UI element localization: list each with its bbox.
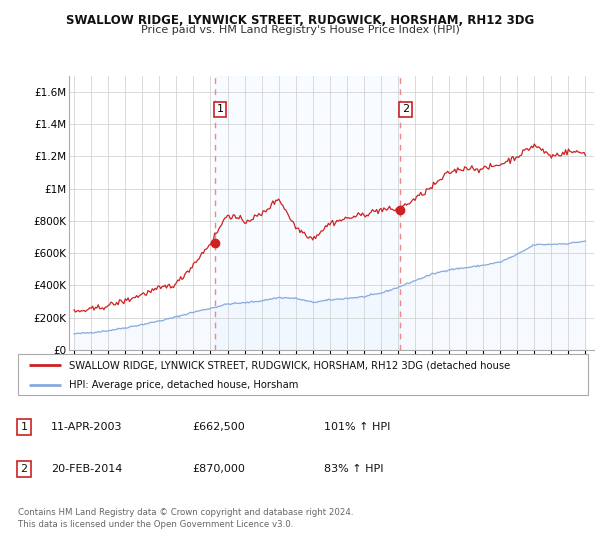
Text: 83% ↑ HPI: 83% ↑ HPI	[324, 464, 383, 474]
Text: 2: 2	[402, 105, 409, 114]
Text: 1: 1	[217, 105, 224, 114]
Text: 11-APR-2003: 11-APR-2003	[51, 422, 122, 432]
Text: 20-FEB-2014: 20-FEB-2014	[51, 464, 122, 474]
Text: Contains HM Land Registry data © Crown copyright and database right 2024.
This d: Contains HM Land Registry data © Crown c…	[18, 508, 353, 529]
Bar	[215, 76, 400, 350]
Text: £662,500: £662,500	[192, 422, 245, 432]
Text: Price paid vs. HM Land Registry's House Price Index (HPI): Price paid vs. HM Land Registry's House …	[140, 25, 460, 35]
Text: 1: 1	[20, 422, 28, 432]
Text: £870,000: £870,000	[192, 464, 245, 474]
Text: SWALLOW RIDGE, LYNWICK STREET, RUDGWICK, HORSHAM, RH12 3DG (detached house: SWALLOW RIDGE, LYNWICK STREET, RUDGWICK,…	[70, 361, 511, 370]
Text: 2: 2	[20, 464, 28, 474]
Text: 101% ↑ HPI: 101% ↑ HPI	[324, 422, 391, 432]
Text: HPI: Average price, detached house, Horsham: HPI: Average price, detached house, Hors…	[70, 380, 299, 390]
Text: SWALLOW RIDGE, LYNWICK STREET, RUDGWICK, HORSHAM, RH12 3DG: SWALLOW RIDGE, LYNWICK STREET, RUDGWICK,…	[66, 14, 534, 27]
